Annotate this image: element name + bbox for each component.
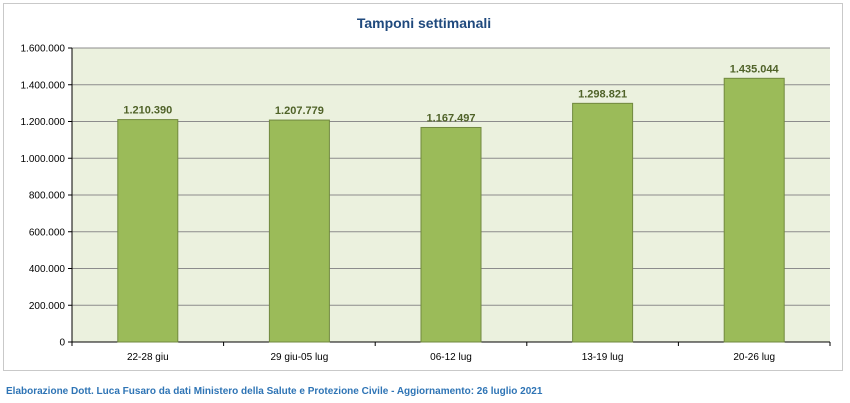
data-label: 1.435.044 — [730, 63, 780, 75]
x-tick-label: 20-26 lug — [733, 352, 775, 363]
x-tick-label: 06-12 lug — [430, 352, 472, 363]
data-label: 1.298.821 — [578, 88, 627, 100]
source-note: Elaborazione Dott. Luca Fusaro da dati M… — [6, 386, 543, 397]
y-tick-label: 1.600.000 — [21, 44, 66, 55]
x-tick-label: 29 giu-05 lug — [270, 352, 328, 363]
data-label: 1.210.390 — [123, 105, 172, 117]
y-tick-label: 600.000 — [29, 227, 66, 238]
bar — [723, 77, 785, 343]
y-tick-label: 1.000.000 — [21, 154, 66, 165]
y-tick-label: 200.000 — [29, 301, 66, 312]
bar — [420, 126, 482, 343]
data-label: 1.207.779 — [275, 105, 324, 117]
bar — [572, 102, 634, 343]
y-tick-label: 800.000 — [29, 191, 66, 202]
data-label: 1.167.497 — [427, 112, 476, 124]
y-tick-label: 400.000 — [29, 264, 66, 275]
y-tick-label: 1.200.000 — [21, 117, 66, 128]
y-tick-label: 0 — [59, 338, 65, 349]
chart-frame: Tamponi settimanali 0 200.000 400.000 600.0… — [3, 3, 843, 371]
bar — [268, 119, 330, 343]
bar — [117, 119, 179, 343]
x-tick-label: 22-28 giu — [127, 352, 169, 363]
bar-chart: Tamponi settimanali 0 200.000 400.000 600.0… — [21, 15, 831, 363]
x-tick-label: 13-19 lug — [582, 352, 624, 363]
y-tick-label: 1.400.000 — [21, 80, 66, 91]
plot-area: 0 200.000 400.000 600.000 800.000 1.000.000 1.… — [21, 44, 831, 363]
chart-title: Tamponi settimanali — [357, 15, 491, 31]
